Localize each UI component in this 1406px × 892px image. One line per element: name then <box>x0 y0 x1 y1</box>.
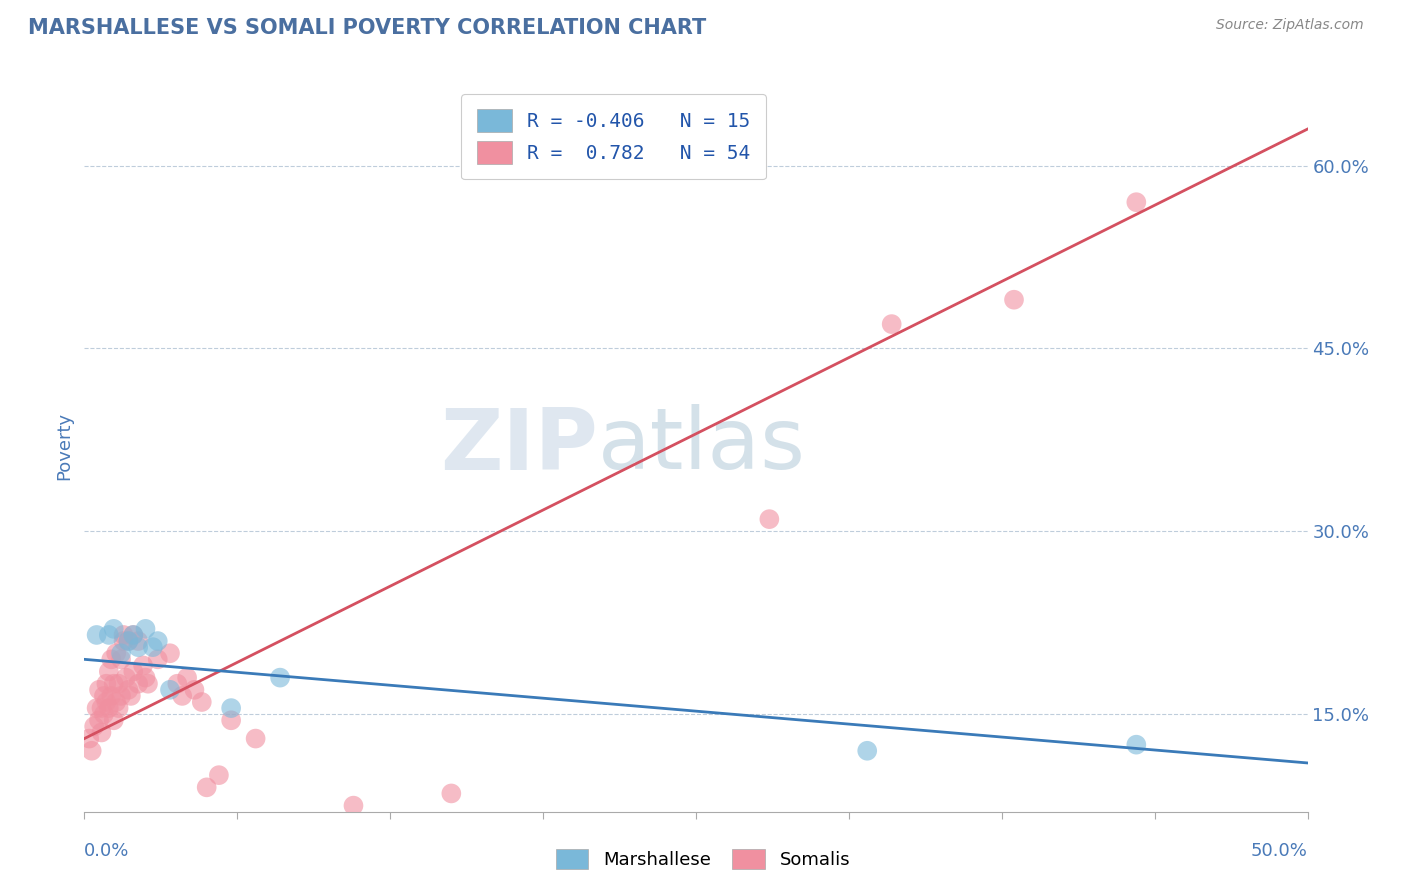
Point <box>856 744 879 758</box>
Point <box>86 628 108 642</box>
Point <box>83 719 105 733</box>
Point <box>208 768 231 782</box>
Point <box>107 677 129 691</box>
Point <box>115 671 138 685</box>
Point <box>87 714 110 728</box>
Point <box>100 652 122 666</box>
Point <box>122 628 145 642</box>
Point <box>112 634 135 648</box>
Point <box>127 634 149 648</box>
Point <box>183 682 205 697</box>
Point <box>117 682 139 697</box>
Point <box>93 707 115 722</box>
Point <box>269 671 291 685</box>
Legend: Marshallese, Somalis: Marshallese, Somalis <box>547 839 859 879</box>
Point <box>132 658 155 673</box>
Point <box>110 689 132 703</box>
Point <box>172 689 194 703</box>
Point <box>90 701 112 715</box>
Point <box>176 671 198 685</box>
Point <box>117 634 139 648</box>
Point <box>120 689 142 703</box>
Point <box>97 665 120 679</box>
Point <box>110 646 132 660</box>
Point <box>127 640 149 655</box>
Point <box>97 628 120 642</box>
Point <box>90 725 112 739</box>
Point <box>77 731 100 746</box>
Text: 0.0%: 0.0% <box>84 842 129 860</box>
Point <box>136 677 159 691</box>
Point <box>93 689 115 703</box>
Point <box>86 701 108 715</box>
Point <box>122 665 145 679</box>
Point <box>96 677 118 691</box>
Point <box>97 701 120 715</box>
Point <box>112 628 135 642</box>
Y-axis label: Poverty: Poverty <box>55 412 73 480</box>
Legend: R = -0.406   N = 15, R =  0.782   N = 54: R = -0.406 N = 15, R = 0.782 N = 54 <box>461 94 766 179</box>
Point <box>105 646 128 660</box>
Text: atlas: atlas <box>598 404 806 488</box>
Point <box>103 714 125 728</box>
Point <box>117 634 139 648</box>
Point <box>110 652 132 666</box>
Point <box>166 677 188 691</box>
Point <box>100 689 122 703</box>
Point <box>103 622 125 636</box>
Point <box>440 787 463 801</box>
Text: MARSHALLESE VS SOMALI POVERTY CORRELATION CHART: MARSHALLESE VS SOMALI POVERTY CORRELATIO… <box>28 18 706 37</box>
Point <box>142 640 165 655</box>
Point <box>96 695 118 709</box>
Point <box>1125 738 1147 752</box>
Point <box>342 798 364 813</box>
Point <box>135 671 157 685</box>
Point <box>127 677 149 691</box>
Point <box>159 682 181 697</box>
Point <box>103 677 125 691</box>
Point <box>135 622 157 636</box>
Point <box>159 646 181 660</box>
Point <box>245 731 267 746</box>
Point <box>80 744 103 758</box>
Point <box>105 695 128 709</box>
Text: Source: ZipAtlas.com: Source: ZipAtlas.com <box>1216 18 1364 32</box>
Point <box>122 628 145 642</box>
Point <box>219 714 242 728</box>
Point <box>1002 293 1025 307</box>
Point <box>107 701 129 715</box>
Point <box>87 682 110 697</box>
Point <box>219 701 242 715</box>
Point <box>880 317 903 331</box>
Text: ZIP: ZIP <box>440 404 598 488</box>
Point <box>1125 195 1147 210</box>
Point <box>146 634 169 648</box>
Text: 50.0%: 50.0% <box>1251 842 1308 860</box>
Point <box>195 780 218 795</box>
Point <box>758 512 780 526</box>
Point <box>146 652 169 666</box>
Point <box>191 695 214 709</box>
